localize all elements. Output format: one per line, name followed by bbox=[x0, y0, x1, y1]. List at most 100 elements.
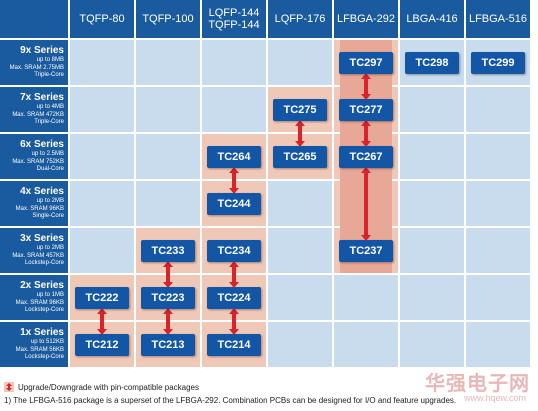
upgrade-arrow-icon bbox=[360, 119, 372, 147]
series-title: 1x Series bbox=[20, 327, 64, 339]
chip-tc264: TC264 bbox=[207, 145, 261, 168]
grid-cell bbox=[136, 87, 200, 132]
series-spec: Max. SRAM 56KB bbox=[15, 346, 64, 353]
upgrade-arrow-icon bbox=[162, 307, 174, 335]
series-title: 4x Series bbox=[20, 186, 64, 198]
upgrade-arrow-icon bbox=[162, 260, 174, 288]
series-spec: Triple-Core bbox=[34, 119, 64, 126]
grid-cell bbox=[268, 40, 332, 85]
series-spec: Max. SRAM 457KB bbox=[12, 252, 64, 259]
series-title: 9x Series bbox=[20, 45, 64, 57]
series-spec: Lockstep-Core bbox=[24, 307, 64, 314]
chip-tc224: TC224 bbox=[207, 286, 261, 309]
grid-cell bbox=[136, 181, 200, 226]
row-label-2x-series: 2x Series up to 1MB Max. SRAM 96KB Lockstep… bbox=[0, 275, 68, 320]
grid-cell bbox=[136, 40, 200, 85]
package-matrix: TQFP-80 TQFP-100 LQFP-144 TQFP-144 LQFP-176 L… bbox=[0, 0, 530, 367]
grid-cell bbox=[400, 134, 464, 179]
column-header-lqfp-176: LQFP-176 bbox=[268, 0, 332, 38]
upgrade-arrow-icon bbox=[228, 260, 240, 288]
row-label-3x-series: 3x Series up to 2MB Max. SRAM 457KB Lockste… bbox=[0, 228, 68, 273]
grid-cell bbox=[400, 322, 464, 367]
chip-tc223: TC223 bbox=[141, 286, 195, 309]
chip-tc212: TC212 bbox=[75, 333, 129, 356]
grid-cell bbox=[400, 228, 464, 273]
grid-cell bbox=[136, 134, 200, 179]
row-label-1x-series: 1x Series up to 512KB Max. SRAM 56KB Lockst… bbox=[0, 322, 68, 367]
series-spec: up to 2MB bbox=[36, 198, 64, 205]
grid-cell bbox=[202, 40, 266, 85]
grid-cell bbox=[202, 87, 266, 132]
series-spec: Max. SRAM 96KB bbox=[15, 205, 64, 212]
chip-tc299: TC299 bbox=[471, 51, 525, 74]
upgrade-arrow-icon bbox=[228, 307, 240, 335]
upgrade-arrow-icon bbox=[360, 166, 372, 241]
grid-cell bbox=[70, 134, 134, 179]
chip-tc233: TC233 bbox=[141, 239, 195, 262]
series-spec: Max. SRAM 96KB bbox=[15, 299, 64, 306]
series-title: 7x Series bbox=[20, 92, 64, 104]
grid-cell bbox=[466, 181, 530, 226]
series-title: 6x Series bbox=[20, 139, 64, 151]
series-spec: up to 1MB bbox=[36, 292, 64, 299]
grid-cell bbox=[70, 181, 134, 226]
grid-cell bbox=[268, 181, 332, 226]
grid-cell bbox=[268, 228, 332, 273]
row-label-7x-series: 7x Series up to 4MB Max. SRAM 472KB Triple-… bbox=[0, 87, 68, 132]
series-spec: Max. SRAM 752KB bbox=[12, 158, 64, 165]
legend-text: Upgrade/Downgrade with pin-compatible pa… bbox=[18, 382, 199, 392]
chip-tc277: TC277 bbox=[339, 98, 393, 121]
upgrade-arrow-icon bbox=[96, 307, 108, 335]
chip-tc237: TC237 bbox=[339, 239, 393, 262]
chip-tc222: TC222 bbox=[75, 286, 129, 309]
column-header-tqfp-100: TQFP-100 bbox=[136, 0, 200, 38]
series-spec: Max. SRAM 472KB bbox=[12, 111, 64, 118]
chip-tc214: TC214 bbox=[207, 333, 261, 356]
double-arrow-icon bbox=[4, 382, 14, 392]
corner-cell bbox=[0, 0, 68, 38]
series-spec: up to 4MB bbox=[36, 104, 64, 111]
footnote: 1) The LFBGA-516 package is a superset o… bbox=[4, 396, 457, 405]
chip-tc265: TC265 bbox=[273, 145, 327, 168]
grid-cell bbox=[268, 275, 332, 320]
series-spec: Lockstep-Core bbox=[24, 354, 64, 361]
grid-cell bbox=[466, 87, 530, 132]
grid-cell bbox=[334, 322, 398, 367]
grid-cell bbox=[400, 275, 464, 320]
watermark-url: www.hqew.com bbox=[463, 393, 526, 403]
row-label-4x-series: 4x Series up to 2MB Max. SRAM 96KB Single-C… bbox=[0, 181, 68, 226]
chip-tc244: TC244 bbox=[207, 192, 261, 215]
series-title: 3x Series bbox=[20, 233, 64, 245]
upgrade-arrow-icon bbox=[360, 72, 372, 100]
series-spec: Dual-Core bbox=[36, 166, 64, 173]
upgrade-arrow-icon bbox=[294, 119, 306, 147]
chip-tc234: TC234 bbox=[207, 239, 261, 262]
column-header-tqfp-80: TQFP-80 bbox=[70, 0, 134, 38]
column-header-lfbga-516: LFBGA-516 bbox=[466, 0, 530, 38]
series-spec: up to 512KB bbox=[30, 339, 64, 346]
series-spec: up to 2.5MB bbox=[31, 151, 64, 158]
grid-cell bbox=[268, 322, 332, 367]
column-header-lfbga-292: LFBGA-292 bbox=[334, 0, 398, 38]
grid-cell bbox=[466, 322, 530, 367]
series-spec: Triple-Core bbox=[34, 72, 64, 79]
grid-cell bbox=[70, 228, 134, 273]
grid-cell bbox=[70, 40, 134, 85]
chip-tc298: TC298 bbox=[405, 51, 459, 74]
row-label-9x-series: 9x Series up to 8MB Max. SRAM 2.75MB Triple… bbox=[0, 40, 68, 85]
series-spec: up to 8MB bbox=[36, 57, 64, 64]
chip-tc297: TC297 bbox=[339, 51, 393, 74]
series-spec: Single-Core bbox=[32, 213, 64, 220]
grid-cell bbox=[466, 134, 530, 179]
series-spec: up to 2MB bbox=[36, 245, 64, 252]
grid-cell bbox=[400, 181, 464, 226]
grid-cell bbox=[466, 228, 530, 273]
column-header-lbga-416: LBGA-416 bbox=[400, 0, 464, 38]
upgrade-arrow-icon bbox=[228, 166, 240, 194]
watermark-text: 华强电子网 bbox=[425, 373, 530, 395]
series-title: 2x Series bbox=[20, 280, 64, 292]
chip-tc267: TC267 bbox=[339, 145, 393, 168]
grid-cell bbox=[400, 87, 464, 132]
column-header-lqfp-144: LQFP-144 TQFP-144 bbox=[202, 0, 266, 38]
grid-cell bbox=[466, 275, 530, 320]
